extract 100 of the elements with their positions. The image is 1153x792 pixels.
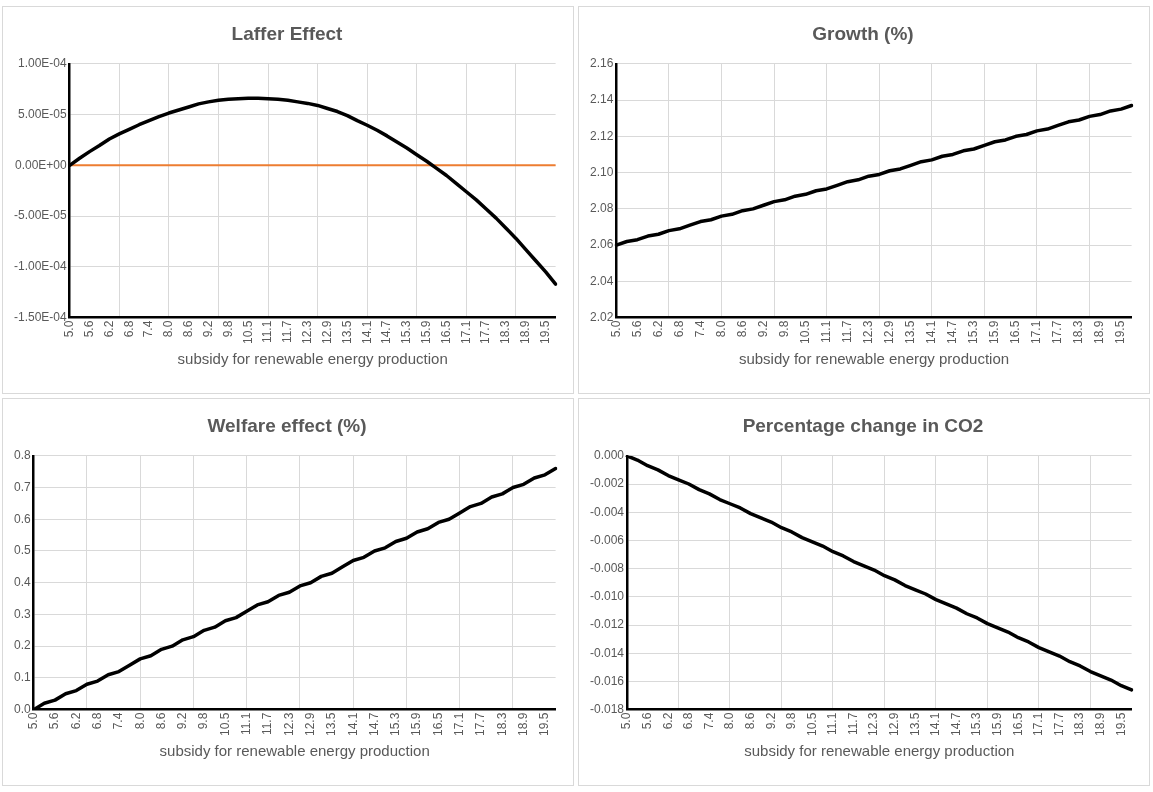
x-tick-label: 18.3: [1071, 320, 1086, 344]
x-axis-title: subsidy for renewable energy production: [744, 742, 1015, 760]
y-tick-label: 2.10: [590, 164, 614, 179]
x-tick-label: 12.9: [302, 712, 317, 736]
x-tick-label: 7.4: [701, 712, 716, 730]
x-tick-label: 18.3: [494, 712, 509, 736]
y-tick-label: 0.5: [13, 543, 31, 558]
x-tick-label: 5.6: [47, 712, 62, 730]
y-tick-label: 2.14: [590, 92, 614, 107]
x-tick-label: 8.0: [713, 320, 728, 338]
x-tick-label: 16.5: [1008, 320, 1023, 344]
x-tick-label: 12.3: [281, 712, 296, 736]
x-tick-label: 18.9: [1092, 320, 1107, 344]
x-tick-label: 16.5: [438, 320, 453, 344]
x-tick-label: 12.3: [300, 320, 314, 344]
y-tick-label: 0.000: [593, 448, 625, 463]
x-tick-label: 9.2: [175, 712, 190, 730]
y-tick-label: 0.2: [13, 638, 31, 653]
y-tick-label: 0.00E+00: [14, 157, 68, 172]
x-tick-label: 13.5: [903, 320, 918, 344]
x-tick-label: 6.8: [89, 712, 104, 730]
x-tick-label: 10.5: [804, 712, 819, 736]
x-tick-label: 14.7: [945, 320, 960, 344]
y-tick-label: 0.8: [13, 448, 31, 463]
x-tick-label: 11.1: [818, 320, 833, 344]
x-tick-label: 19.5: [1113, 712, 1128, 736]
x-tick-label: 8.0: [722, 712, 737, 730]
chart-title: Growth (%): [812, 22, 914, 44]
x-tick-label: 11.1: [239, 712, 254, 736]
y-tick-label: 0.6: [13, 511, 31, 526]
x-tick-label: 9.2: [763, 712, 778, 730]
y-tick-label: -0.008: [589, 560, 625, 575]
x-tick-label: 6.8: [671, 320, 686, 338]
x-tick-label: 14.7: [366, 712, 381, 736]
x-tick-label: 8.0: [132, 712, 147, 730]
x-tick-label: 12.9: [319, 320, 334, 344]
x-tick-label: 8.6: [153, 712, 168, 730]
x-tick-label: 12.3: [866, 712, 881, 736]
x-tick-label: 14.7: [948, 712, 963, 736]
chart-title: Percentage change in CO2: [742, 414, 984, 436]
y-tick-label: 2.06: [590, 237, 614, 252]
y-tick-label: 5.00E-05: [18, 106, 68, 121]
x-tick-label: 6.2: [660, 712, 675, 730]
x-tick-label: 9.2: [200, 320, 215, 338]
x-tick-label: 19.5: [1113, 320, 1128, 344]
x-tick-label: 12.3: [861, 320, 876, 344]
x-tick-label: 17.7: [1051, 712, 1066, 736]
x-tick-label: 5.0: [62, 320, 77, 338]
x-tick-label: 10.5: [240, 320, 255, 344]
x-axis-title: subsidy for renewable energy production: [738, 350, 1010, 368]
y-tick-label: -5.00E-05: [14, 208, 68, 223]
x-tick-label: 10.5: [797, 320, 812, 344]
y-tick-label: -0.014: [589, 645, 625, 660]
y-tick-label: -1.00E-04: [14, 259, 68, 274]
x-tick-label: 17.1: [1029, 320, 1044, 344]
y-tick-label: 0.7: [13, 479, 31, 494]
x-tick-label: 17.7: [473, 712, 488, 736]
x-tick-label: 11.1: [825, 712, 840, 736]
x-tick-label: 16.5: [1010, 712, 1025, 736]
x-tick-label: 17.1: [458, 320, 473, 344]
x-tick-label: 5.6: [639, 712, 654, 730]
x-tick-label: 18.3: [498, 320, 513, 344]
x-tick-label: 6.8: [681, 712, 696, 730]
x-tick-label: 14.7: [379, 320, 394, 344]
y-tick-label: 0.1: [13, 670, 31, 685]
x-tick-label: 18.3: [1072, 712, 1087, 736]
x-tick-label: 17.7: [1050, 320, 1065, 344]
chart-title: Welfare effect (%): [207, 414, 367, 436]
x-tick-label: 18.9: [515, 712, 530, 736]
x-tick-label: 12.9: [887, 712, 902, 736]
x-tick-label: 10.5: [217, 712, 232, 736]
x-tick-label: 9.8: [196, 712, 211, 730]
x-tick-label: 11.1: [260, 320, 275, 344]
x-tick-label: 5.6: [81, 320, 96, 338]
x-axis-title: subsidy for renewable energy production: [159, 742, 430, 760]
x-tick-label: 11.7: [840, 320, 854, 344]
y-tick-label: 1.00E-04: [18, 56, 68, 71]
x-tick-label: 8.6: [734, 320, 749, 338]
x-tick-label: 6.2: [650, 320, 665, 338]
x-tick-label: 15.9: [987, 320, 1002, 344]
y-tick-label: 2.16: [590, 56, 614, 71]
x-tick-label: 15.3: [969, 712, 984, 736]
x-tick-label: 15.3: [399, 320, 414, 344]
x-tick-label: 6.8: [121, 320, 136, 338]
x-tick-label: 17.1: [452, 712, 467, 736]
x-tick-label: 18.9: [518, 320, 533, 344]
x-tick-label: 5.0: [608, 320, 623, 338]
x-tick-label: 14.1: [359, 320, 374, 344]
x-tick-label: 15.9: [419, 320, 433, 344]
y-tick-label: 2.04: [590, 273, 614, 288]
chart-title: Laffer Effect: [231, 22, 344, 44]
x-tick-label: 15.3: [966, 320, 981, 344]
x-axis-title: subsidy for renewable energy production: [177, 350, 448, 368]
x-tick-label: 7.4: [692, 320, 707, 338]
x-tick-label: 15.3: [388, 712, 403, 736]
x-tick-label: 13.5: [339, 320, 354, 344]
x-tick-label: 9.8: [220, 320, 235, 338]
x-tick-label: 7.4: [111, 712, 126, 730]
x-tick-label: 17.7: [478, 320, 493, 344]
y-tick-label: -0.012: [589, 617, 625, 632]
